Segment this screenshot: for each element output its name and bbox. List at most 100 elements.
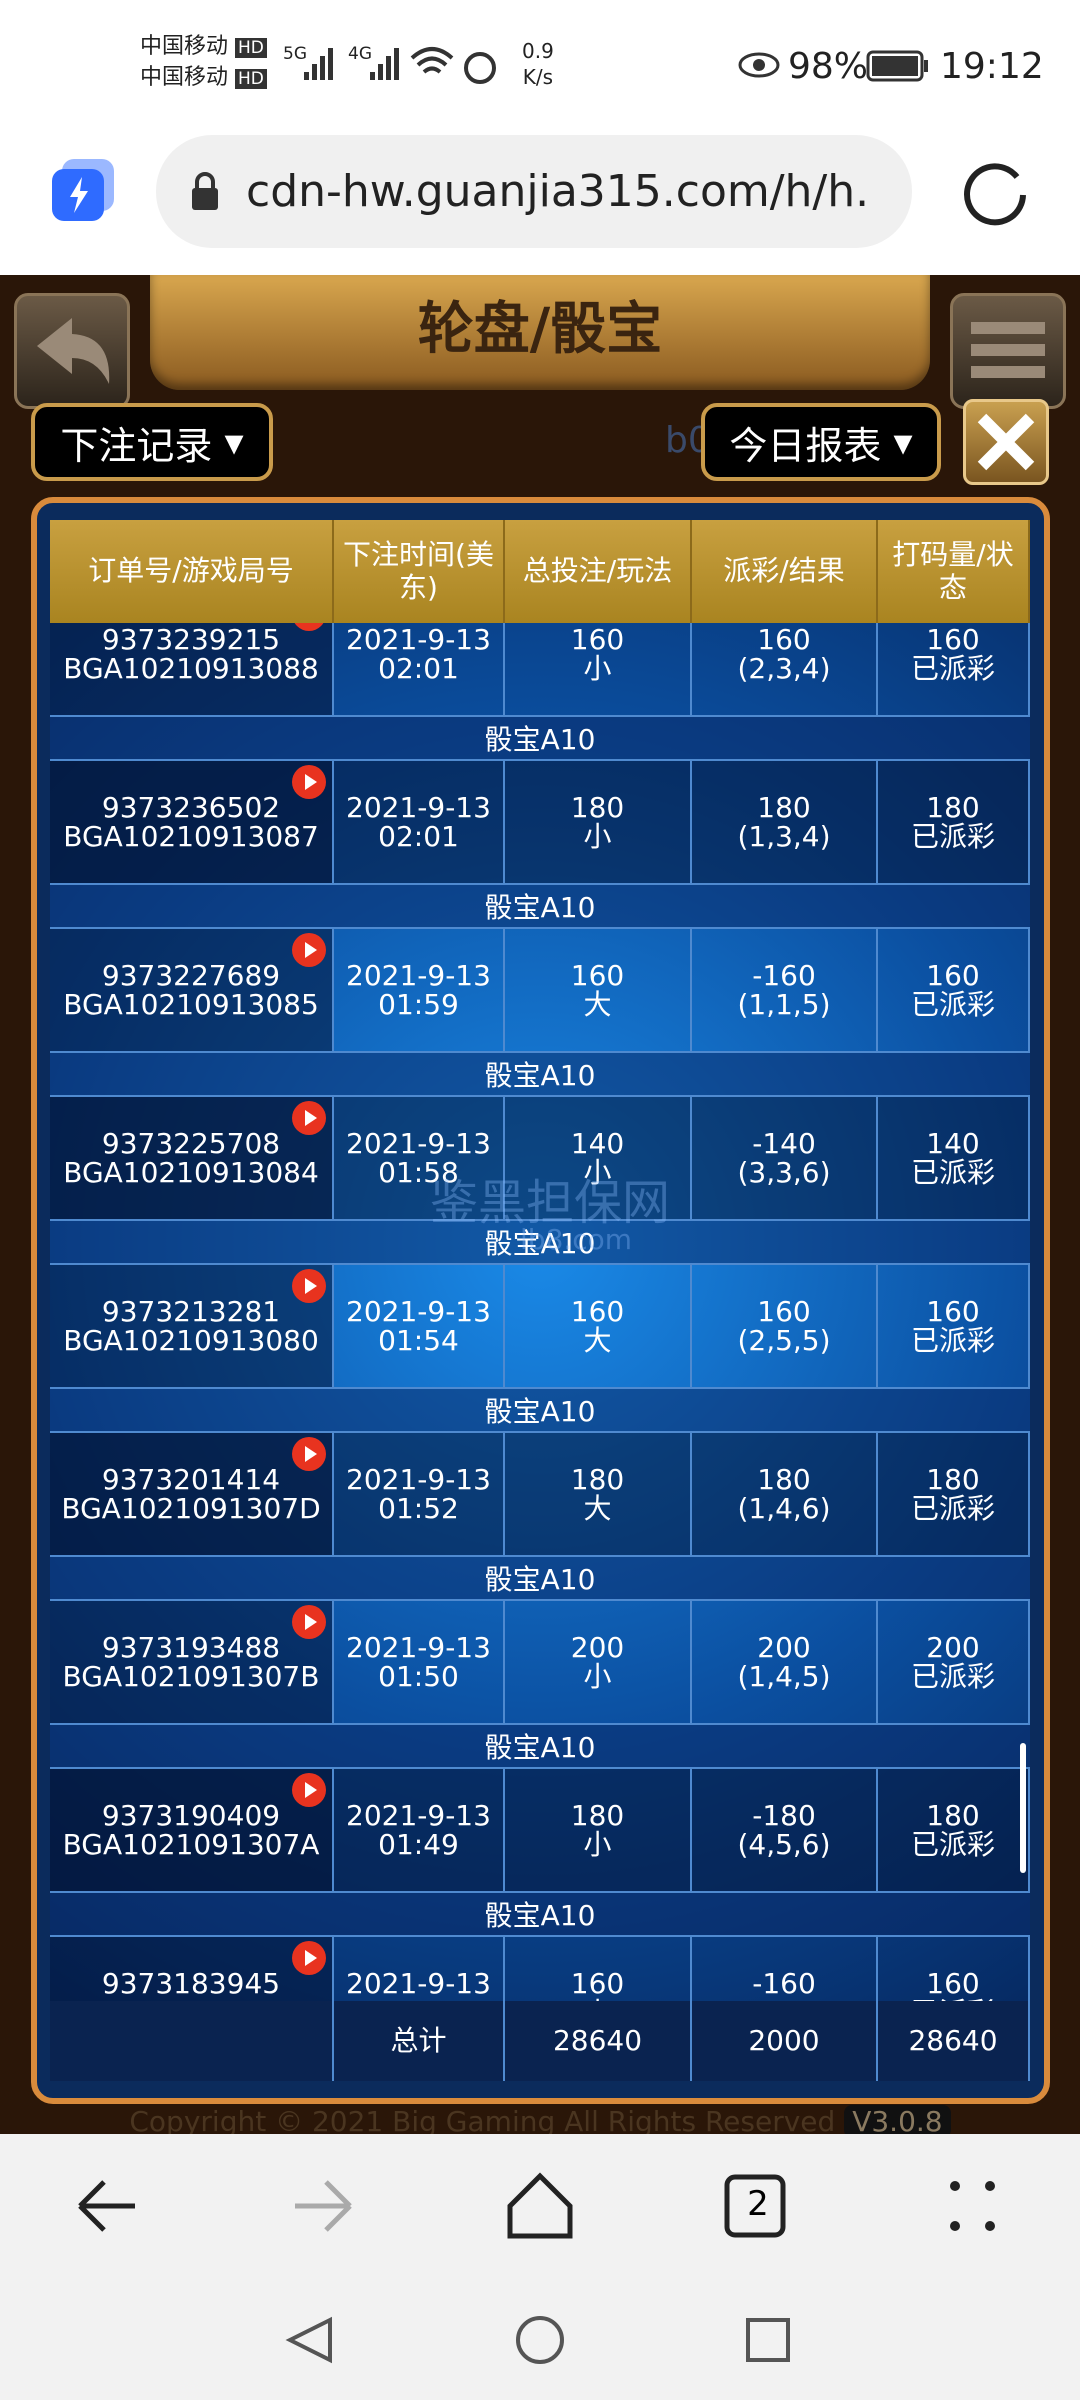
cell-line: (1,3,4)	[737, 820, 831, 853]
cell-line: 180	[757, 790, 811, 824]
cell-line: 已派彩	[910, 1828, 995, 1861]
cell-line: 160	[570, 958, 625, 992]
replay-button[interactable]	[292, 933, 326, 967]
replay-button[interactable]	[292, 1605, 326, 1639]
cell-line: -160	[752, 958, 816, 992]
table-body: 9373239215 BGA10210913088 2021-9-13 02:01 16…	[50, 623, 1030, 2001]
play-icon	[305, 1614, 317, 1630]
column-header: 订单号/游戏局号	[50, 520, 334, 623]
carrier: 中国移动	[140, 34, 229, 59]
cell-line: 01:54	[378, 1324, 459, 1357]
cell-line: 160	[570, 1294, 625, 1328]
column-header: 下注时间(美东)	[334, 520, 505, 623]
cell-line: 9373236502	[101, 790, 281, 824]
url-field[interactable]: cdn-hw.guanjia315.com/h/h.	[156, 135, 912, 248]
cell-line: 02:01	[378, 820, 459, 853]
cell-line: 160	[757, 1294, 811, 1328]
replay-button[interactable]	[292, 623, 326, 631]
table-cell: -140 (3,3,6)	[692, 1097, 878, 1219]
cell-line: 已派彩	[910, 820, 995, 853]
cell-line: -140	[752, 1126, 816, 1160]
cell-line: BGA10210913085	[63, 988, 319, 1021]
total-row: 总计 28640 2000 28640	[50, 2001, 1030, 2081]
cell-line: 180	[570, 1462, 625, 1496]
table-cell: 160 大	[505, 1265, 692, 1387]
menu-button[interactable]	[950, 293, 1066, 409]
cell-line: BGA1021091307D	[61, 1492, 321, 1525]
cell-line: 已派彩	[910, 1492, 995, 1525]
back-button[interactable]	[14, 293, 130, 409]
play-icon	[305, 1110, 317, 1126]
replay-button[interactable]	[292, 1941, 326, 1975]
play-icon	[292, 623, 326, 631]
cell-line: 200	[757, 1630, 811, 1664]
cell-line: (1,4,5)	[737, 1660, 831, 1693]
table-cell: 9373183945BGA10210913079	[50, 1937, 334, 2001]
browser-nav: 2	[0, 2134, 1080, 2280]
nav-icons	[78, 2172, 995, 2239]
total-cell: 28640	[505, 2001, 692, 2081]
table-cell: 180 已派彩	[878, 1769, 1030, 1891]
bet-record-dropdown[interactable]: 下注记录 ▾	[31, 403, 273, 481]
speed-value: 0.9	[522, 39, 554, 63]
game-label: 骰宝A10	[50, 717, 1030, 761]
cell-line: 180	[570, 790, 625, 824]
cell-line: (5,5,6)	[737, 1998, 830, 2001]
table-cell: 180 大	[505, 1433, 692, 1555]
cell-line: 160	[926, 1294, 980, 1328]
cell-line: 160	[926, 1966, 980, 2000]
cell-line: (2,3,4)	[737, 652, 831, 685]
browser-logo[interactable]	[48, 155, 120, 227]
table-cell: 2021-9-13 01:59	[334, 929, 505, 1051]
replay-button[interactable]	[292, 1773, 326, 1807]
system-nav-icons	[285, 2316, 790, 2364]
table-cell: 2021-9-13 01:52	[334, 1433, 505, 1555]
cell-line: 9373190409	[101, 1798, 281, 1832]
cell-line: 已派彩	[911, 1998, 995, 2001]
cell-line: (4,5,6)	[737, 1828, 831, 1861]
cell-line: 01:48	[378, 1998, 459, 2001]
table-cell: 180 小	[505, 761, 692, 883]
replay-button[interactable]	[292, 765, 326, 799]
play-icon	[305, 942, 317, 958]
bet-row: 9373239215 BGA10210913088 2021-9-13 02:01 16…	[50, 623, 1030, 717]
table-cell: 2021-9-13 01:49	[334, 1769, 505, 1891]
reload-button[interactable]	[955, 155, 1035, 235]
table-cell: -160 (1,1,5)	[692, 929, 878, 1051]
cell-line: 小	[583, 652, 612, 685]
play-icon	[305, 1950, 317, 1966]
title-bar: 轮盘/骰宝	[150, 275, 930, 390]
replay-button[interactable]	[292, 1101, 326, 1135]
table-cell: 160 (2,5,5)	[692, 1265, 878, 1387]
table-cell: 9373227689 BGA10210913085	[50, 929, 334, 1051]
close-button[interactable]	[963, 399, 1049, 485]
cell-line: 2021-9-13	[346, 1294, 491, 1328]
game-label: 骰宝A10	[50, 1389, 1030, 1433]
network-type: 4G	[348, 44, 372, 64]
table-cell: 180 (1,3,4)	[692, 761, 878, 883]
tab-count[interactable]: 2	[747, 2184, 769, 2224]
replay-button[interactable]	[292, 1269, 326, 1303]
game-label: 骰宝A10	[50, 1725, 1030, 1769]
game-label: 骰宝A10	[50, 885, 1030, 929]
browser-bar: cdn-hw.guanjia315.com/h/h.	[0, 135, 1080, 275]
cell-line: 140	[926, 1126, 980, 1160]
today-report-dropdown[interactable]: 今日报表 ▾	[701, 403, 941, 481]
cell-line: 180	[926, 1798, 980, 1832]
close-icon	[977, 413, 1035, 471]
game-label: 骰宝A10	[50, 1557, 1030, 1601]
bet-table: 9373239215 BGA10210913088 2021-9-13 02:01 16…	[50, 520, 1030, 2081]
table-cell: 9373225708 BGA10210913084	[50, 1097, 334, 1219]
bet-row: 9373236502 BGA10210913087 2021-9-13 02:01 18…	[50, 761, 1030, 885]
cell-line: 9373225708	[101, 1126, 281, 1160]
replay-button[interactable]	[292, 1437, 326, 1471]
bet-row: 9373227689 BGA10210913085 2021-9-13 01:59 16…	[50, 929, 1030, 1053]
cell-line: 已派彩	[910, 1660, 995, 1693]
cell-line: 2021-9-13	[346, 958, 491, 992]
cell-line: 160	[926, 623, 980, 656]
cell-line: 9373239215	[101, 623, 281, 656]
